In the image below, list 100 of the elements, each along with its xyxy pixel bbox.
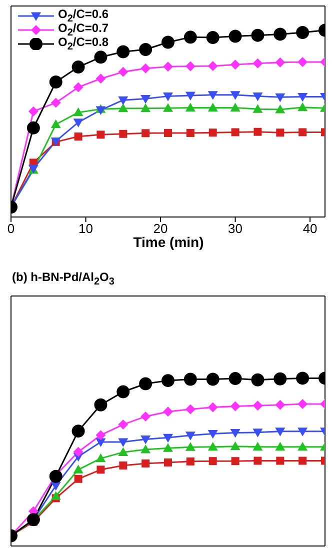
point: [185, 404, 196, 414]
point: [72, 60, 85, 74]
point: [254, 456, 262, 465]
point: [208, 128, 217, 137]
point: [254, 128, 262, 136]
point: [298, 128, 307, 136]
point: [274, 372, 287, 386]
point: [96, 438, 106, 447]
point: [140, 95, 151, 104]
point: [275, 93, 286, 102]
point: [230, 441, 240, 450]
point: [142, 129, 150, 138]
point: [162, 374, 174, 388]
point: [72, 424, 85, 438]
legend-label: O$_{2}$/C=0.8: [58, 35, 109, 53]
point: [49, 470, 62, 483]
point: [230, 401, 240, 412]
point: [231, 128, 240, 136]
point: [163, 62, 173, 72]
point: [275, 57, 286, 68]
chart-title: (b) h-BN-Pd/Al$_{2}$O$_{3}$: [12, 269, 114, 290]
point: [208, 102, 218, 112]
point: [96, 453, 106, 462]
point: [184, 30, 197, 44]
point: [298, 57, 308, 68]
point: [296, 372, 310, 385]
point: [140, 63, 151, 74]
point: [140, 411, 151, 422]
point: [50, 98, 61, 108]
point: [140, 444, 151, 454]
point: [252, 92, 263, 102]
point: [73, 82, 84, 92]
point: [186, 128, 194, 137]
point: [275, 442, 286, 451]
point: [228, 30, 242, 43]
point: [96, 430, 106, 440]
x-tick-label: 40: [302, 221, 318, 236]
point: [206, 372, 220, 386]
point: [96, 74, 106, 84]
point: [73, 464, 84, 474]
point: [50, 491, 61, 500]
point: [73, 107, 84, 116]
point: [208, 91, 218, 100]
point: [296, 26, 310, 40]
point: [298, 102, 308, 112]
point: [163, 103, 173, 112]
point: [139, 43, 152, 56]
point: [116, 45, 130, 58]
point: [73, 118, 84, 128]
point: [228, 372, 242, 386]
point: [230, 60, 240, 70]
x-tick-label: 20: [153, 221, 168, 236]
point: [140, 103, 151, 112]
point: [208, 402, 218, 412]
point: [230, 91, 240, 100]
point: [252, 104, 263, 113]
point: [118, 420, 128, 430]
point: [275, 400, 286, 410]
point: [276, 128, 284, 137]
point: [185, 442, 196, 451]
point: [163, 92, 173, 102]
point: [185, 102, 196, 112]
point: [184, 372, 197, 386]
point: [96, 106, 106, 116]
x-tick-label: 0: [7, 221, 15, 236]
point: [94, 50, 108, 64]
point: [26, 513, 40, 526]
point: [142, 459, 150, 468]
point: [163, 406, 173, 417]
point: [139, 377, 152, 390]
x-tick-label: 30: [228, 221, 243, 236]
point: [185, 61, 196, 72]
point: [119, 461, 128, 470]
point: [231, 457, 240, 466]
point: [26, 121, 40, 134]
point: [73, 446, 84, 457]
point: [298, 399, 308, 410]
point: [94, 398, 108, 412]
point: [208, 430, 218, 439]
x-axis-title: Time (min): [133, 234, 204, 250]
point: [185, 92, 196, 100]
point: [275, 428, 286, 436]
point: [119, 130, 128, 138]
point: [28, 106, 38, 116]
point: [251, 373, 264, 386]
point: [252, 400, 263, 411]
point: [96, 466, 105, 474]
point: [230, 428, 240, 438]
point: [50, 119, 61, 128]
point: [208, 442, 218, 451]
point: [186, 457, 194, 466]
point: [252, 442, 263, 451]
point: [206, 31, 220, 44]
point: [251, 28, 264, 42]
point: [74, 132, 82, 141]
point: [298, 456, 307, 465]
x-tick-label: 10: [78, 221, 93, 236]
point: [118, 447, 128, 456]
point: [118, 96, 128, 106]
point: [208, 457, 217, 466]
